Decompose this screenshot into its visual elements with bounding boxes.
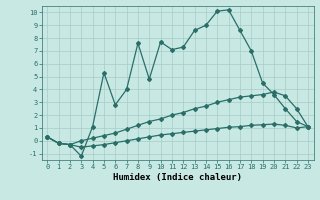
- X-axis label: Humidex (Indice chaleur): Humidex (Indice chaleur): [113, 173, 242, 182]
